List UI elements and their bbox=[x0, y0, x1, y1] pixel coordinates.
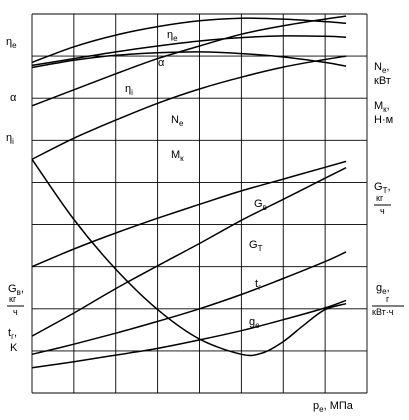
left-label-eta-i: ηi bbox=[6, 132, 14, 146]
left-label-gv-num: кг bbox=[9, 294, 17, 304]
alpha-label: α bbox=[158, 57, 165, 69]
gv-label: Gв bbox=[254, 198, 267, 212]
right-label-ge: ge, bbox=[376, 282, 390, 296]
x-axis-title: pe, МПа bbox=[313, 400, 354, 414]
left-label-tg: tг, bbox=[8, 327, 17, 341]
right-label-ge-num: г bbox=[386, 294, 390, 304]
grid bbox=[31, 13, 368, 394]
left-label-alpha: α bbox=[10, 92, 17, 104]
x-axis-label: pe, МПа bbox=[313, 400, 354, 414]
eta-i-label: ηi bbox=[125, 83, 133, 97]
mk-curve bbox=[31, 55, 347, 160]
right-label-mk: Mк, bbox=[374, 100, 390, 114]
ne-curve bbox=[31, 15, 347, 107]
tg-label: tг bbox=[255, 278, 261, 292]
eta-e-label: ηe bbox=[167, 29, 178, 43]
left-label-gv: Gв, bbox=[8, 283, 24, 297]
mk-label: Mк bbox=[171, 149, 184, 163]
left-axis-labels: ηe α ηi Gв,кг ч tг,K bbox=[6, 36, 24, 354]
alpha-curve bbox=[31, 35, 347, 67]
eta-i-curve bbox=[31, 51, 347, 69]
ne-label: Ne bbox=[171, 114, 184, 128]
ge-label: ge bbox=[249, 316, 260, 330]
gt-curve bbox=[31, 167, 347, 337]
left-label-eta-e: ηe bbox=[6, 36, 17, 50]
curves bbox=[31, 15, 347, 369]
tg-curve bbox=[31, 251, 347, 356]
right-label-ge-den: кВт·ч bbox=[372, 307, 394, 317]
gt-label: GT bbox=[249, 239, 263, 253]
right-label-ne: Ne, bbox=[374, 61, 389, 75]
gv-curve bbox=[31, 160, 347, 268]
left-label-tg-unit: K bbox=[10, 342, 18, 354]
right-label-ne-unit: кВт bbox=[374, 75, 391, 87]
right-label-gt-num: кг bbox=[376, 193, 384, 203]
right-label-mk-unit: Н·м bbox=[374, 114, 393, 126]
right-label-gt-den: ч bbox=[380, 206, 385, 216]
ge-curve bbox=[31, 158, 347, 357]
left-label-gv-den: ч bbox=[13, 307, 18, 317]
series-labels: ηe α ηi Ne Mк Gв GT tг ge bbox=[125, 29, 267, 330]
